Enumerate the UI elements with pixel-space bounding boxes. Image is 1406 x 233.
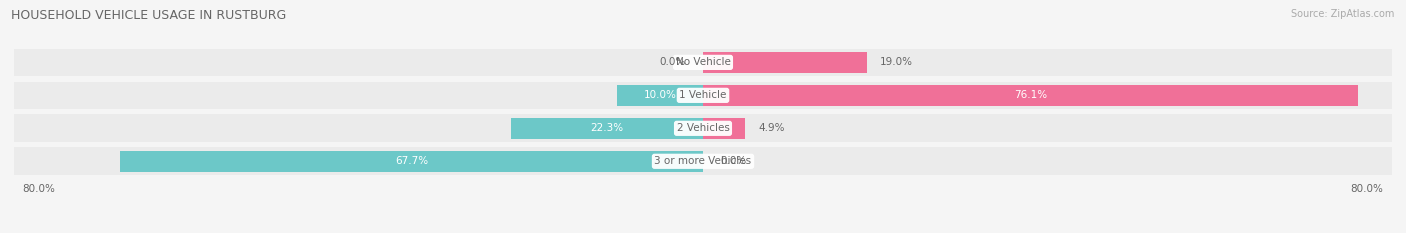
Bar (703, 85, 1358, 106)
Text: 2 Vehicles: 2 Vehicles (676, 123, 730, 133)
Text: 80.0%: 80.0% (22, 184, 56, 194)
Text: 67.7%: 67.7% (395, 156, 427, 166)
Text: HOUSEHOLD VEHICLE USAGE IN RUSTBURG: HOUSEHOLD VEHICLE USAGE IN RUSTBURG (11, 9, 287, 22)
Text: 1 Vehicle: 1 Vehicle (679, 90, 727, 100)
Bar (14, 147, 1392, 175)
Bar (703, 118, 745, 139)
Text: Source: ZipAtlas.com: Source: ZipAtlas.com (1291, 9, 1395, 19)
Text: 0.0%: 0.0% (720, 156, 747, 166)
Bar (510, 118, 703, 139)
Bar (14, 82, 1392, 109)
Text: 80.0%: 80.0% (1350, 184, 1384, 194)
Text: No Vehicle: No Vehicle (675, 57, 731, 67)
Bar (703, 52, 866, 73)
Text: 22.3%: 22.3% (591, 123, 623, 133)
Bar (14, 114, 1392, 142)
Text: 4.9%: 4.9% (758, 123, 785, 133)
Text: 0.0%: 0.0% (659, 57, 686, 67)
Text: 3 or more Vehicles: 3 or more Vehicles (654, 156, 752, 166)
Text: 76.1%: 76.1% (1014, 90, 1047, 100)
Text: 19.0%: 19.0% (880, 57, 912, 67)
Bar (617, 85, 703, 106)
Text: 10.0%: 10.0% (644, 90, 676, 100)
Bar (14, 48, 1392, 76)
Bar (120, 151, 703, 171)
